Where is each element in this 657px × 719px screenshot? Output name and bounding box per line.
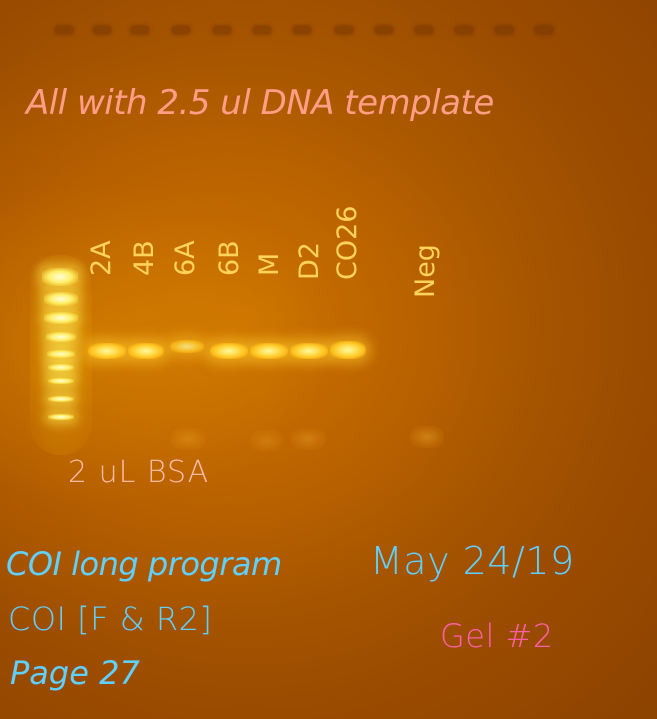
lane-label-D2: D2 <box>294 242 325 280</box>
well <box>335 26 353 34</box>
well <box>375 26 393 34</box>
ladder-band <box>48 364 74 371</box>
lane-label-2A: 2A <box>86 240 117 276</box>
ladder-band <box>44 312 78 324</box>
pcr-band-CO26 <box>330 341 366 359</box>
lane-label-Neg: Neg <box>410 244 441 298</box>
ladder-band <box>48 396 74 402</box>
ladder-band <box>48 378 74 384</box>
pcr-band-6A <box>170 340 204 353</box>
pcr-band-2A <box>88 343 126 359</box>
well <box>172 26 190 34</box>
pcr-band-6B <box>210 343 248 359</box>
well <box>535 26 553 34</box>
ladder-band <box>44 292 78 306</box>
pcr-band-4B <box>128 343 164 359</box>
well <box>93 26 111 34</box>
program-note: COI long program <box>6 545 282 583</box>
gel-number-note: Gel #2 <box>440 617 554 655</box>
lane-label-6A: 6A <box>170 240 201 276</box>
well <box>55 26 73 34</box>
pcr-band-M <box>250 343 288 359</box>
well <box>253 26 271 34</box>
lane-label-M: M <box>254 252 285 276</box>
primer-dimer <box>410 426 444 448</box>
ladder-band <box>48 414 74 420</box>
well <box>131 26 149 34</box>
date-note: May 24/19 <box>370 539 575 583</box>
primer-dimer <box>170 428 206 450</box>
lane-label-CO26: CO26 <box>332 205 363 280</box>
primer-dimer <box>250 430 284 452</box>
lane-label-4B: 4B <box>129 240 160 276</box>
well <box>495 26 513 34</box>
page-note: Page 27 <box>10 654 140 692</box>
well <box>213 26 231 34</box>
ladder-band <box>47 350 75 358</box>
bsa-note: 2 uL BSA <box>68 455 210 490</box>
ladder-band <box>46 332 76 342</box>
well <box>415 26 433 34</box>
lane-label-6B: 6B <box>214 240 245 276</box>
template-note: All with 2.5 ul DNA template <box>26 83 494 123</box>
primer-note: COI [F & R2] <box>8 600 213 638</box>
pcr-band-D2 <box>290 343 328 359</box>
well <box>293 26 311 34</box>
primer-dimer <box>290 428 326 450</box>
well <box>455 26 473 34</box>
ladder-band <box>42 268 78 286</box>
